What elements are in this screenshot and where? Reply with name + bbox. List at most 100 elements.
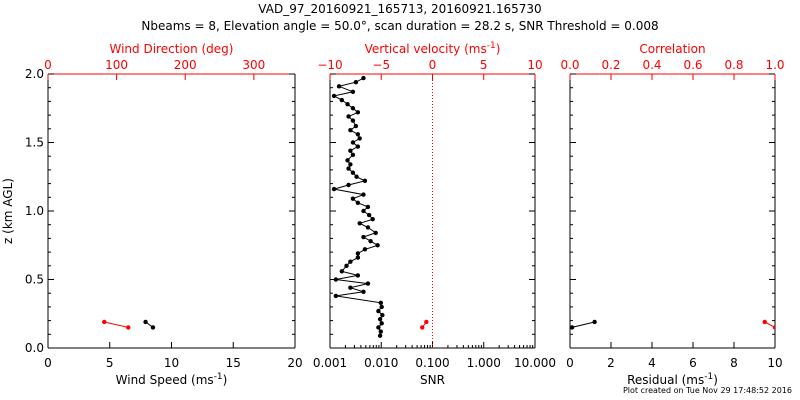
data-point bbox=[361, 208, 366, 214]
top-tick-label: 0.8 bbox=[724, 58, 743, 72]
data-point bbox=[361, 289, 366, 295]
data-point bbox=[339, 97, 345, 103]
data-point bbox=[570, 325, 575, 330]
x-axis-label: SNR bbox=[420, 373, 445, 387]
x-tick-label: 0.010 bbox=[364, 356, 398, 370]
data-point bbox=[354, 174, 359, 179]
data-point bbox=[102, 319, 107, 325]
data-point bbox=[350, 196, 356, 201]
data-point bbox=[355, 255, 361, 260]
data-point bbox=[375, 243, 380, 248]
data-point bbox=[345, 158, 350, 163]
top-tick-label: 0.4 bbox=[642, 58, 661, 72]
data-point bbox=[355, 200, 361, 205]
data-point bbox=[355, 110, 361, 115]
data-point bbox=[348, 148, 353, 153]
x-tick-label: 8 bbox=[730, 356, 738, 370]
data-point bbox=[373, 230, 378, 236]
plot-title: VAD_97_20160921_165713, 20160921.165730 bbox=[258, 2, 542, 16]
top-axis-label: Vertical velocity (ms-1) bbox=[365, 41, 501, 56]
y-tick-label: 0.5 bbox=[25, 273, 44, 287]
data-point bbox=[362, 178, 368, 184]
top-tick-label: 100 bbox=[105, 58, 128, 72]
data-point bbox=[365, 225, 371, 230]
data-point bbox=[355, 251, 361, 256]
x-tick-label: 10 bbox=[164, 356, 179, 370]
x-tick-label: 6 bbox=[689, 356, 697, 370]
x-tick-label: 10 bbox=[767, 356, 782, 370]
data-point bbox=[772, 325, 775, 330]
data-point bbox=[348, 127, 353, 133]
data-point bbox=[333, 277, 339, 282]
data-point bbox=[380, 312, 385, 318]
data-point bbox=[331, 186, 337, 192]
series-line bbox=[571, 321, 595, 328]
data-point bbox=[370, 217, 375, 222]
data-point bbox=[357, 136, 362, 141]
x-axis-label: Residual (ms-1) bbox=[627, 372, 718, 387]
data-point bbox=[350, 152, 356, 158]
top-tick-label: 300 bbox=[242, 58, 265, 72]
top-tick-label: 5 bbox=[480, 58, 488, 72]
data-point bbox=[368, 238, 373, 244]
data-point bbox=[350, 140, 356, 145]
top-tick-label: 1.0 bbox=[765, 58, 784, 72]
x-tick-label: 1.000 bbox=[467, 356, 501, 370]
y-tick-label: 0.0 bbox=[25, 341, 44, 355]
x-tick-label: 2 bbox=[607, 356, 615, 370]
data-point bbox=[346, 166, 351, 171]
data-point bbox=[350, 170, 356, 175]
x-tick-label: 0 bbox=[566, 356, 574, 370]
top-tick-label: 0.6 bbox=[683, 58, 702, 72]
data-point bbox=[378, 300, 384, 305]
series-line bbox=[332, 77, 383, 336]
panel-1: 0.00.51.01.52.0z (km AGL)0 5 10 15 200 100 200… bbox=[1, 58, 303, 370]
data-point bbox=[361, 192, 366, 197]
x-axis-label: Wind Speed (ms-1) bbox=[116, 372, 228, 387]
data-point bbox=[377, 317, 383, 322]
top-tick-label: 0 bbox=[44, 58, 52, 72]
data-point bbox=[336, 84, 342, 89]
top-axis-label: Wind Direction (deg) bbox=[110, 42, 234, 56]
plot-subtitle: Nbeams = 8, Elevation angle = 50.0°, sca… bbox=[141, 19, 659, 33]
data-point bbox=[366, 212, 372, 218]
top-tick-label: 0 bbox=[429, 58, 437, 72]
data-point bbox=[339, 269, 345, 274]
panel-3: 0 2 4 6 8 10 0.0 0.2 0.4 0.6 0.8 1.0 bbox=[560, 58, 784, 370]
data-point bbox=[762, 319, 767, 325]
data-point bbox=[378, 329, 384, 334]
data-point bbox=[353, 123, 359, 129]
data-point bbox=[353, 80, 359, 85]
data-point bbox=[362, 247, 368, 252]
data-point bbox=[355, 132, 361, 137]
data-point bbox=[361, 234, 366, 240]
x-tick-label: 5 bbox=[106, 356, 114, 370]
data-point bbox=[365, 281, 371, 286]
data-point bbox=[355, 144, 361, 149]
data-point bbox=[150, 325, 156, 330]
x-tick-label: 10.000 bbox=[514, 356, 556, 370]
data-point bbox=[424, 319, 429, 325]
data-point bbox=[350, 106, 356, 111]
y-tick-label: 1.0 bbox=[25, 204, 44, 218]
data-point bbox=[350, 89, 356, 95]
data-point bbox=[592, 319, 597, 325]
data-point bbox=[376, 308, 381, 314]
top-axis-label: Correlation bbox=[639, 42, 705, 56]
top-tick-label: 0.0 bbox=[560, 58, 579, 72]
x-tick-label: 0.100 bbox=[415, 356, 449, 370]
data-point bbox=[350, 118, 356, 123]
top-tick-label: 200 bbox=[174, 58, 197, 72]
data-point bbox=[348, 162, 353, 167]
data-point bbox=[365, 204, 371, 210]
y-axis-label: z (km AGL) bbox=[1, 178, 15, 244]
data-point bbox=[357, 221, 362, 226]
y-tick-label: 1.5 bbox=[25, 136, 44, 150]
data-point bbox=[348, 259, 353, 264]
x-tick-label: 4 bbox=[648, 356, 656, 370]
x-tick-label: 0 bbox=[44, 356, 52, 370]
data-point bbox=[348, 285, 353, 290]
data-point bbox=[420, 325, 425, 330]
data-point bbox=[345, 101, 350, 107]
